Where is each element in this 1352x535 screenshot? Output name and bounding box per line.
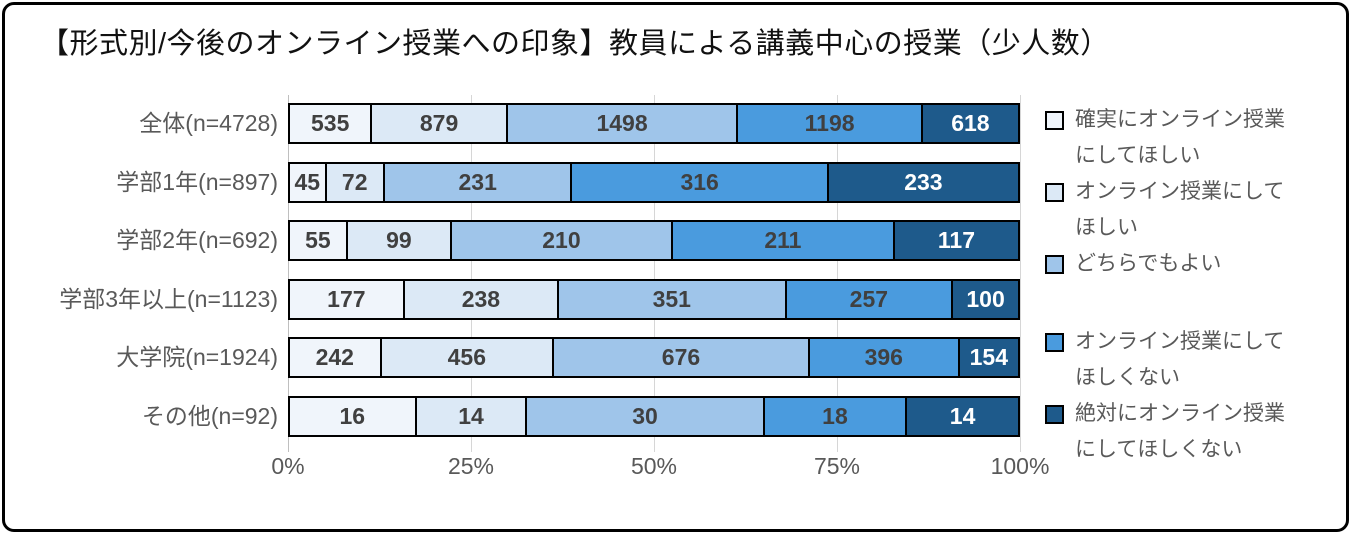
legend-item: どちらでもよい — [1045, 246, 1345, 282]
bar-segment: 99 — [347, 222, 452, 259]
x-axis: 0% 25% 50% 75% 100% — [271, 453, 1049, 483]
legend-label: オンライン授業にして ほしい — [1075, 180, 1285, 239]
bar-segment: 879 — [372, 105, 508, 142]
category-label: 大学院(n=1924) — [116, 344, 278, 370]
bar-segment: 154 — [959, 339, 1018, 376]
bar-segment: 55 — [290, 222, 348, 259]
legend-label: オンライン授業にして ほしくない — [1075, 330, 1285, 389]
bar-segment: 211 — [672, 222, 895, 259]
bar-row: 242 456 676 396 154 — [288, 337, 1020, 378]
category-label: 学部3年以上(n=1123) — [59, 285, 278, 312]
bar-segment: 618 — [922, 105, 1018, 142]
gridline-75% — [837, 95, 838, 452]
x-axis-tick-label: 50% — [630, 453, 678, 479]
bar-segment: 1198 — [738, 105, 923, 142]
category-label: 学部2年(n=692) — [116, 227, 278, 253]
bar-segment: 14 — [907, 397, 1018, 435]
bar-segment: 16 — [290, 397, 417, 435]
bar-segment: 177 — [290, 280, 405, 318]
bar-segment: 72 — [326, 163, 385, 201]
bar-segment: 100 — [953, 280, 1018, 318]
category-label: 全体(n=4728) — [139, 110, 278, 136]
x-axis-tick-label: 75% — [813, 453, 861, 479]
legend-swatch-icon — [1045, 111, 1064, 130]
gridline-50% — [654, 95, 655, 452]
bar-segment: 535 — [290, 105, 373, 142]
gridline-25% — [471, 95, 472, 452]
bar-segment: 351 — [559, 280, 787, 318]
legend-swatch-icon — [1045, 333, 1064, 352]
bar-segment: 238 — [404, 280, 560, 318]
bar-segment: 257 — [786, 280, 954, 318]
legend-swatch-icon — [1045, 183, 1064, 202]
legend-item: 絶対にオンライン授業 にしてほしくない — [1045, 396, 1345, 468]
bar-segment: 1498 — [507, 105, 739, 142]
bar-segment: 45 — [290, 163, 327, 201]
gridline-0% — [288, 95, 289, 452]
bar-row: 177 238 351 257 100 — [288, 278, 1020, 320]
legend-item: 確実にオンライン授業 にしてほしい — [1045, 102, 1345, 174]
legend-label: どちらでもよい — [1075, 252, 1222, 275]
bar-row: 45 72 231 316 233 — [288, 161, 1020, 203]
bar-segment: 14 — [416, 397, 528, 435]
legend-item: オンライン授業にして ほしくない — [1045, 324, 1345, 396]
bar-segment: 316 — [572, 163, 829, 201]
gridline-100% — [1020, 95, 1021, 452]
bar-segment: 233 — [828, 163, 1018, 201]
bar-segment: 18 — [764, 397, 908, 435]
bar-segment: 676 — [554, 339, 810, 376]
bar-segment: 117 — [894, 222, 1018, 259]
x-axis-tick-label: 25% — [447, 453, 495, 479]
bar-segment: 231 — [384, 163, 573, 201]
x-axis-tick-label: 100% — [990, 453, 1050, 479]
legend-label: 絶対にオンライン授業 にしてほしくない — [1075, 402, 1285, 461]
bar-segment: 396 — [809, 339, 960, 376]
legend-item: オンライン授業にして ほしい — [1045, 174, 1345, 246]
bar-segment: 30 — [527, 397, 765, 435]
bar-segment: 456 — [381, 339, 555, 376]
bar-segment: 210 — [452, 222, 673, 259]
legend-swatch-icon — [1045, 405, 1064, 424]
x-axis-tick-label: 0% — [271, 453, 305, 479]
bar-row: 535 879 1498 1198 618 — [288, 103, 1020, 144]
bar-segment: 242 — [290, 339, 382, 376]
plot-area: 535 879 1498 1198 618 45 72 231 316 233 55 99 210 211… — [288, 95, 1021, 452]
bar-row: 55 99 210 211 117 — [288, 220, 1020, 261]
legend-label: 確実にオンライン授業 にしてほしい — [1075, 108, 1285, 167]
legend-swatch-icon — [1045, 255, 1064, 274]
bar-row: 16 14 30 18 14 — [288, 395, 1020, 437]
category-label: その他(n=92) — [141, 402, 278, 429]
legend: 確実にオンライン授業 にしてほしい オンライン授業にして ほしいどちらでもよいオンライ… — [1045, 102, 1345, 468]
chart-title: 【形式別/今後のオンライン授業への印象】教員による講義中心の授業（少人数） — [40, 28, 1110, 60]
category-label: 学部1年(n=897) — [116, 168, 278, 195]
